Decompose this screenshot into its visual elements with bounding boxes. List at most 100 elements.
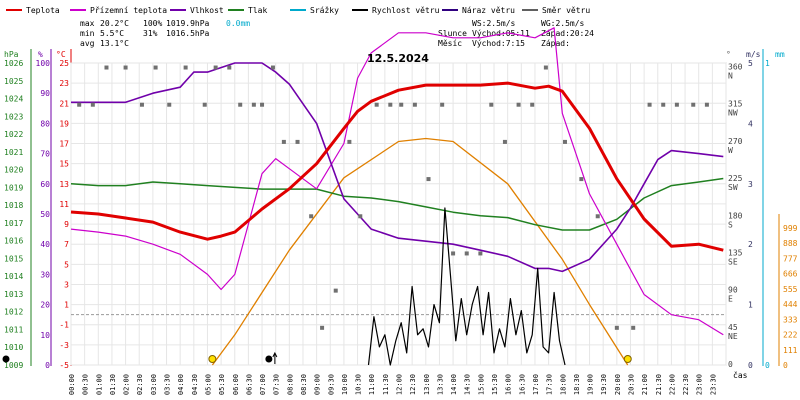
wind-direction-point: [320, 325, 325, 330]
temp-tick-label: 25: [59, 59, 69, 68]
hpa-tick-label: 1014: [4, 272, 23, 281]
wind-direction-point: [251, 102, 256, 107]
event-markers: [2, 351, 632, 364]
x-tick-label: 02:00: [123, 374, 131, 395]
pct-unit-label: %: [38, 50, 43, 59]
series-line-tlak: [70, 177, 724, 231]
temp-tick-label: -1: [59, 321, 69, 330]
x-tick-label: 12:00: [396, 374, 404, 395]
hpa-tick-label: 1022: [4, 130, 23, 139]
stat-max-temp: 20.2°C: [100, 19, 129, 28]
wind-direction-point: [502, 139, 507, 144]
x-tick-label: 19:00: [587, 374, 595, 395]
wind-direction-point: [631, 325, 636, 330]
temp-tick-label: -3: [59, 341, 69, 350]
mm-tick-label: 222: [783, 331, 798, 340]
x-tick-label: 23:30: [709, 374, 717, 395]
moon-phase-icon: [2, 355, 10, 363]
x-tick-label: 07:30: [273, 374, 281, 395]
legend-label-temp: Teplota: [26, 6, 60, 15]
legend-item-ground: Přízemní teplota: [70, 6, 167, 15]
legend-item-rain: Srážky: [290, 6, 339, 15]
wind-direction-point: [579, 177, 584, 182]
x-tick-label: 11:30: [382, 374, 390, 395]
mm-unit-label: mm: [775, 50, 785, 59]
dir-tick-label: 180: [728, 211, 743, 220]
wind-direction-points: [77, 65, 709, 330]
sunset-icon: [623, 355, 632, 363]
ms-unit-label: m/s: [746, 50, 761, 59]
x-tick-label: 16:30: [518, 374, 526, 395]
stat-min-label: min: [80, 29, 95, 38]
wind-direction-point: [543, 65, 548, 70]
wind-direction-point: [358, 214, 363, 219]
x-tick-label: 00:00: [68, 374, 76, 395]
hpa-tick-label: 1012: [4, 308, 23, 317]
x-tick-label: 05:30: [218, 374, 226, 395]
ms-tick-label: 1: [748, 301, 753, 310]
mm-tick-label: 555: [783, 285, 798, 294]
wind-direction-point: [674, 102, 679, 107]
wind-direction-point: [309, 214, 314, 219]
x-tick-label: 15:30: [491, 374, 499, 395]
wind-gust-info: WG:2.5m/s: [541, 19, 585, 28]
wind-direction-point: [123, 65, 128, 70]
x-tick-label: 19:30: [600, 374, 608, 395]
pct-tick-label: 40: [40, 240, 50, 249]
rain-tick-label: 0: [765, 361, 770, 370]
hpa-tick-label: 1024: [4, 95, 23, 104]
x-tick-label: 17:30: [546, 374, 554, 395]
temp-tick-label: 19: [59, 119, 69, 128]
temp-tick-label: 15: [59, 160, 69, 169]
temp-tick-label: 17: [59, 140, 69, 149]
pct-tick-label: 90: [40, 89, 50, 98]
series-line-teplota: [70, 81, 724, 252]
mm-tick-label: 777: [783, 254, 798, 263]
hpa-tick-label: 1025: [4, 77, 23, 86]
legend-label-wind: Rychlost větru: [372, 6, 440, 15]
wind-direction-point: [464, 251, 469, 256]
tick-labels: 1026102510241023102210211020101910181017…: [4, 59, 798, 395]
legend-label-rain: Srážky: [310, 6, 339, 15]
wind-direction-point: [530, 102, 535, 107]
pct-tick-label: 20: [40, 301, 50, 310]
mm-tick-label: 333: [783, 315, 798, 324]
wind-direction-point: [516, 102, 521, 107]
x-tick-label: 03:30: [164, 374, 172, 395]
x-tick-label: 08:30: [300, 374, 308, 395]
wind-direction-point: [90, 102, 95, 107]
mm-tick-label: 0: [783, 361, 788, 370]
hpa-tick-label: 1013: [4, 290, 23, 299]
temp-tick-label: 1: [64, 301, 69, 310]
wind-direction-point: [691, 102, 696, 107]
dir-tick-label: 270: [728, 137, 743, 146]
pct-tick-label: 100: [36, 59, 51, 68]
dir-tick-label: S: [728, 220, 733, 229]
ms-tick-label: 0: [748, 361, 753, 370]
wind-direction-point: [260, 102, 265, 107]
x-tick-label: 16:00: [505, 374, 513, 395]
pct-tick-label: 50: [40, 210, 50, 219]
wind-direction-point: [595, 214, 600, 219]
dir-tick-label: N: [728, 72, 733, 81]
wind-direction-point: [440, 102, 445, 107]
dir-tick-label: 360: [728, 63, 743, 72]
hpa-tick-label: 1016: [4, 237, 23, 246]
moonrise-info: Východ:7:15: [472, 39, 525, 48]
x-tick-label: 09:00: [314, 374, 322, 395]
dir-tick-label: 90: [728, 286, 738, 295]
legend: Teplota Přízemní teplota Vlhkost Tlak Sr…: [6, 6, 590, 15]
hpa-tick-label: 1015: [4, 254, 23, 263]
hpa-tick-label: 1017: [4, 219, 23, 228]
x-tick-label: 22:30: [682, 374, 690, 395]
dir-tick-label: NW: [728, 109, 738, 118]
wind-direction-point: [489, 102, 494, 107]
pct-tick-label: 30: [40, 270, 50, 279]
temp-tick-label: 7: [64, 240, 69, 249]
x-tick-label: 12:30: [409, 374, 417, 395]
wind-direction-point: [412, 102, 417, 107]
temp-tick-label: 11: [59, 200, 69, 209]
stat-max-press: 1019.9hPa: [166, 19, 210, 28]
dir-tick-label: NE: [728, 332, 738, 341]
moon-label: Měsíc: [438, 39, 462, 48]
